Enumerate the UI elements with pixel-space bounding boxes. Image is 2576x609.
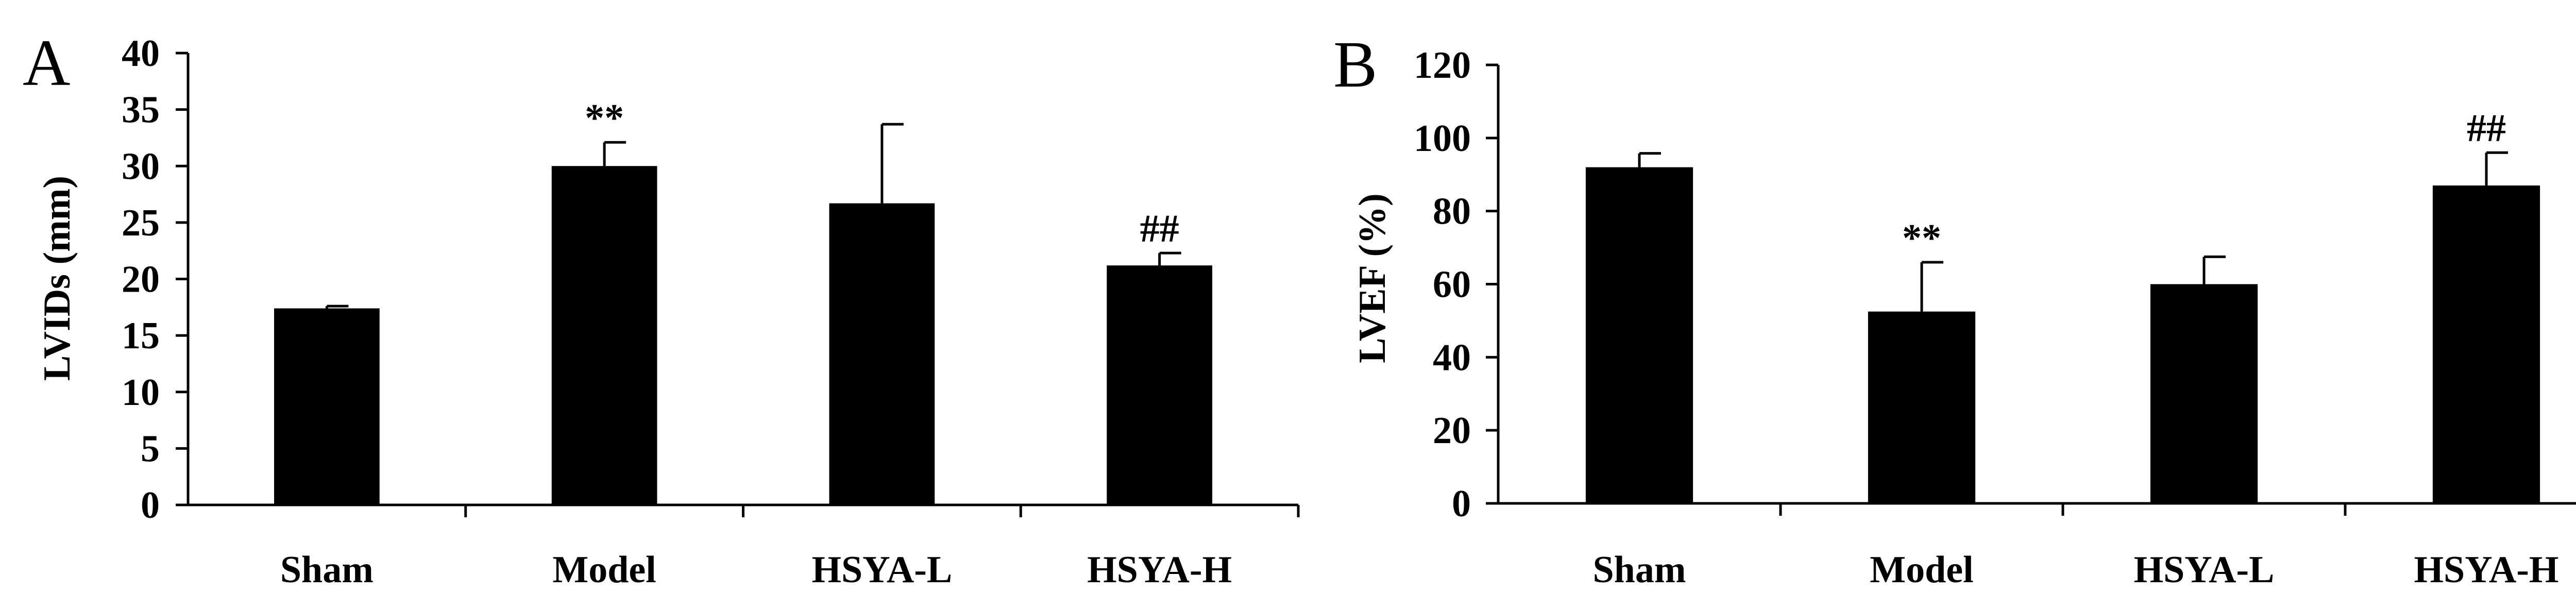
y-tick-label-b: 20	[1433, 410, 1471, 452]
y-tick-label-a: 10	[122, 371, 160, 414]
category-label-a-2: HSYA-L	[811, 549, 952, 591]
y-tick-label-b: 0	[1452, 483, 1471, 525]
category-label-a-3: HSYA-H	[1087, 549, 1232, 591]
significance-label-a-1: **	[585, 96, 624, 140]
chart-a: A LVIDs (mm) 0 5 10 15 20 25 30 35 40 ** ## Sham M…	[23, 26, 1300, 591]
y-tick-label-a: 0	[141, 484, 160, 527]
bar-a-2	[829, 203, 935, 505]
y-tick-label-a: 15	[122, 315, 160, 357]
bar-a-3	[1107, 265, 1212, 505]
bar-b-1	[1868, 311, 1976, 503]
bar-b-2	[2150, 284, 2258, 503]
y-axis-ticks-a: 0 5 10 15 20 25 30 35 40	[122, 32, 188, 527]
significance-label-b-1: **	[1902, 216, 1941, 260]
category-labels-b: Sham Model HSYA-L HSYA-H	[1593, 549, 2559, 591]
y-axis-title-a: LVIDs (mm)	[36, 176, 78, 381]
category-label-a-0: Sham	[280, 549, 374, 591]
y-axis-title-b: LVEF (%)	[1351, 193, 1394, 363]
axes-a	[187, 53, 1300, 517]
y-tick-label-a: 5	[141, 428, 160, 470]
y-tick-label-b: 100	[1414, 117, 1471, 160]
bars-a: ** ##	[274, 96, 1212, 505]
y-tick-label-a: 25	[122, 202, 160, 244]
y-tick-label-a: 35	[122, 89, 160, 131]
category-label-a-1: Model	[552, 549, 656, 591]
bar-a-0	[274, 308, 380, 505]
significance-label-b-3: ##	[2467, 107, 2506, 150]
category-label-b-2: HSYA-L	[2134, 549, 2275, 591]
category-label-b-1: Model	[1870, 549, 1973, 591]
category-labels-a: Sham Model HSYA-L HSYA-H	[280, 549, 1232, 591]
bar-b-3	[2432, 185, 2540, 503]
category-label-b-3: HSYA-H	[2414, 549, 2558, 591]
panel-label-a: A	[23, 26, 70, 99]
bar-b-0	[1585, 167, 1693, 504]
y-tick-label-a: 40	[122, 32, 160, 75]
y-tick-label-b: 120	[1414, 44, 1471, 87]
y-axis-ticks-b: 0 20 40 60 80 100 120	[1414, 44, 1498, 525]
y-tick-label-a: 20	[122, 259, 160, 301]
y-tick-label-a: 30	[122, 145, 160, 188]
significance-label-a-3: ##	[1140, 207, 1179, 250]
panel-label-b: B	[1333, 28, 1377, 101]
y-tick-label-b: 60	[1433, 264, 1471, 306]
axes-b	[1497, 65, 2576, 516]
y-tick-label-b: 40	[1433, 336, 1471, 379]
chart-b: B LVEF (%) 0 20 40 60 80 100 120 ** ## Sham Mode…	[1333, 28, 2576, 591]
y-tick-label-b: 80	[1433, 191, 1471, 233]
category-label-b-0: Sham	[1593, 549, 1686, 591]
bars-b: ** ##	[1585, 107, 2540, 504]
bar-a-1	[551, 166, 657, 505]
